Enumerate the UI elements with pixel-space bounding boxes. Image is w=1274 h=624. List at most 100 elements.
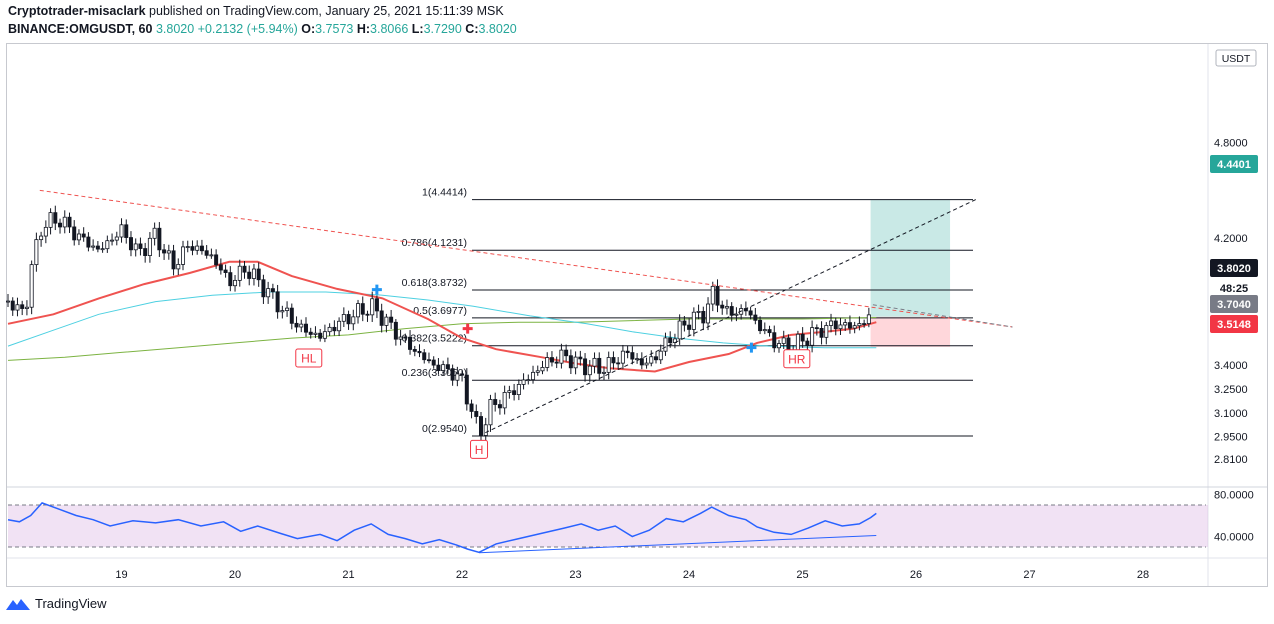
candle-body [81,233,86,238]
candle-body [100,248,105,251]
candle-body [829,320,834,326]
price-change: +0.2132 (+5.94%) [197,22,298,36]
candle-body [43,226,48,237]
candle-body [34,239,39,266]
fib-level-label: 0.382(3.5222) [402,333,467,345]
candle-body [493,399,498,405]
price-axis-tick: 2.9500 [1214,432,1248,444]
candle-body [256,268,261,281]
price-axis-tick: 3.1000 [1214,408,1248,420]
candle-body [39,235,44,241]
ma-cyan-line [7,291,877,349]
candle-body [450,368,455,381]
candle-body [10,300,15,311]
candle-body [516,384,521,395]
candle-body [710,285,715,305]
candle-body [819,328,824,338]
candle-body [800,333,805,342]
candle-body [251,268,256,279]
candle-body [110,239,115,242]
candle-body [483,424,488,436]
candle-body [327,326,332,333]
price-axis-tick: 2.8100 [1214,454,1248,466]
time-axis-tick: 22 [456,569,468,581]
candle-body [426,359,431,362]
candle-body [152,227,157,239]
candle-body [559,349,564,364]
descending-trendline [39,189,1013,328]
candle-body [204,250,209,256]
candle-body [852,325,857,329]
candle-body [573,356,578,369]
price-axis-tick: 3.2500 [1214,384,1248,396]
candle-body [691,311,696,330]
tradingview-logo-icon [6,598,30,610]
rsi-divergence-line [479,534,877,554]
candle-body [630,352,635,360]
candle-body [294,322,299,328]
candle-body [398,336,403,340]
candle-body [668,337,673,343]
candle-body [228,272,233,287]
candle-body [299,323,304,328]
candle-body [242,265,247,273]
candle-body [639,358,644,366]
price-label-last: 3.8020 [1217,263,1251,275]
price-label-target: 4.4401 [1217,159,1251,171]
candle-body [124,224,129,238]
candle-body [677,320,682,340]
candle-body [384,316,389,326]
candle-body [734,313,739,316]
candle-body [549,357,554,363]
candle-body [502,392,507,409]
candle-body [247,271,252,279]
candle-body [460,373,465,376]
price-label-box [1210,295,1258,313]
rsi-band [8,505,1208,547]
fib-level-label: 0.786(4.1231) [402,237,467,249]
candle-body [805,340,810,346]
candle-body [583,358,588,376]
candle-body [526,379,531,382]
candle-body [133,243,138,251]
candle-body [753,314,758,321]
currency-box [1215,49,1257,67]
candle-body [729,306,734,316]
ema-red-line [7,260,877,373]
candle-body [663,337,668,352]
candle-body [474,411,479,417]
candle-body [209,254,214,257]
sell-signal-marker [462,323,473,334]
symbol-info: BINANCE:OMGUSDT, 60 3.8020 +0.2132 (+5.9… [8,22,517,36]
candle-body [701,311,706,324]
price-axis-tick: 3.4000 [1214,360,1248,372]
candle-body [866,314,871,324]
close-value: 3.8020 [478,22,517,36]
price-label-box [1210,279,1258,297]
last-price: 3.8020 [155,22,195,36]
candle-body [95,245,100,250]
candle-body [422,352,427,361]
candle-body [762,329,767,332]
time-axis-tick: 27 [1023,569,1035,581]
candle-body [843,322,848,326]
low-label: L: [411,22,424,36]
candle-body [261,279,266,298]
time-axis-tick: 23 [569,569,581,581]
currency-label: USDT [1222,53,1251,65]
author-name[interactable]: Cryptotrader-misaclark [8,4,146,18]
candle-body [393,321,398,340]
candle-body [672,338,677,343]
candle-body [62,216,67,228]
price-axis-tick: 4.2000 [1214,233,1248,245]
brand-name[interactable]: TradingView [35,596,107,611]
candle-body [488,399,493,426]
high-value: 3.8066 [370,22,409,36]
publish-info: Cryptotrader-misaclark published on Trad… [8,4,504,18]
time-axis-tick: 19 [115,569,127,581]
pattern-label: H [475,443,484,457]
candle-body [303,323,308,333]
candle-body [128,237,133,251]
candle-body [507,390,512,393]
